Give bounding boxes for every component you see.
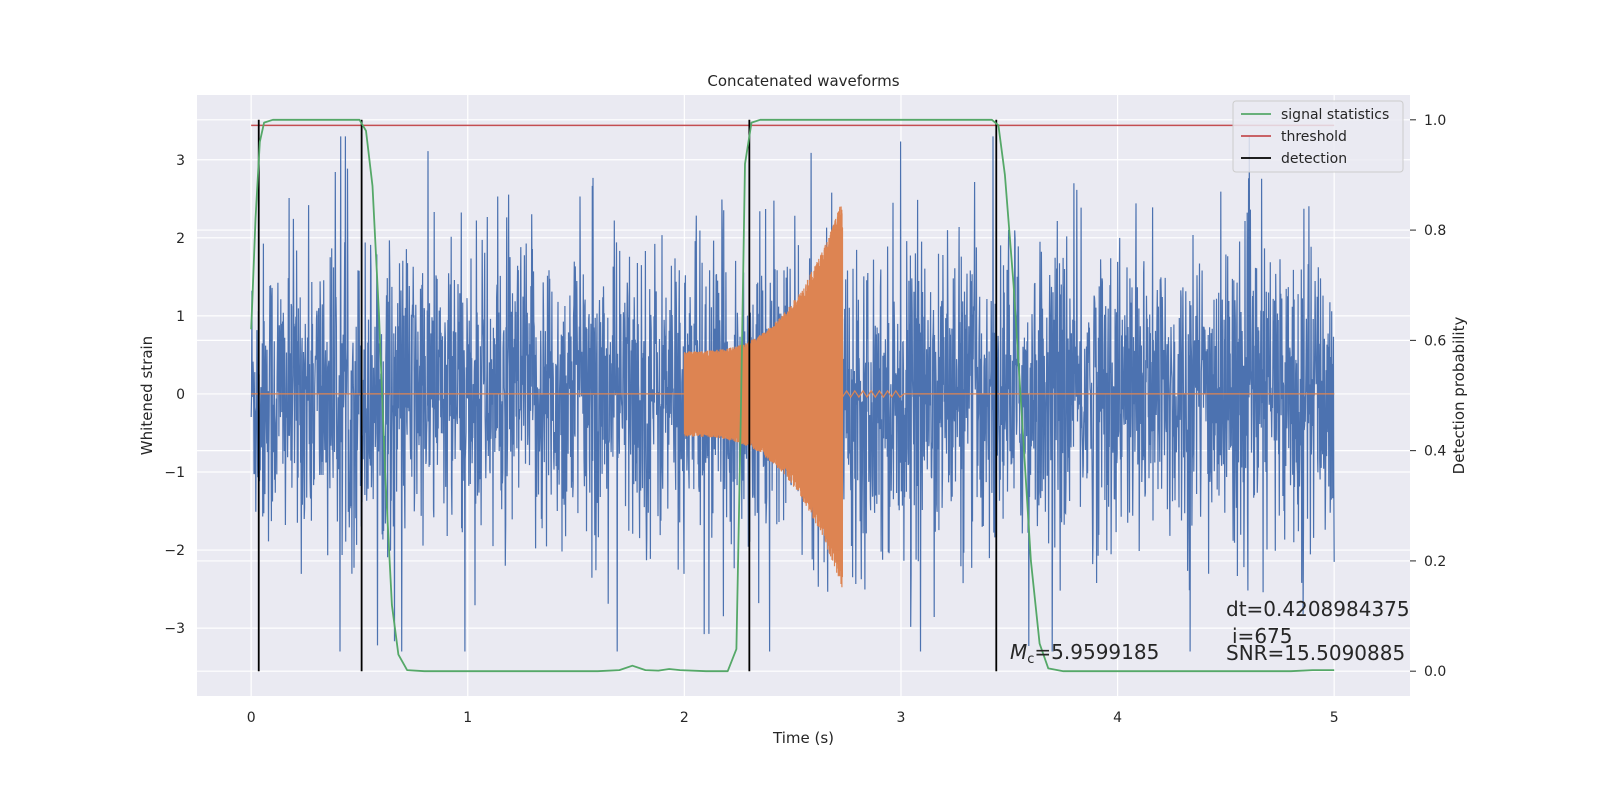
annotation-chirp-mass-value: =5.9599185 <box>1034 640 1159 664</box>
annotation-index: i=675 <box>1232 624 1293 648</box>
annotation-dt: dt=0.4208984375 <box>1226 597 1410 621</box>
plot-series <box>250 118 1335 673</box>
y2-axis-label: Detection probability <box>1450 317 1468 475</box>
x-tick-label: 3 <box>897 710 906 726</box>
y-tick-label: 0 <box>176 387 185 403</box>
annotation-chirp-mass-symbol: M <box>1010 640 1027 664</box>
annotation-chirp-mass-subscript: c <box>1027 652 1034 667</box>
y-axis-label: Whitened strain <box>138 336 156 455</box>
x-axis-label: Time (s) <box>772 729 834 747</box>
annotation-snr: SNR=15.5090885 <box>1226 641 1405 665</box>
y2-tick-label: 0.2 <box>1424 554 1446 570</box>
x-tick-label: 4 <box>1113 710 1122 726</box>
y-tick-label: 2 <box>176 231 185 247</box>
y2-tick-label: 0.6 <box>1424 333 1446 349</box>
x-tick-label: 1 <box>463 710 472 726</box>
chirp-series <box>251 206 1335 588</box>
y-tick-label: −1 <box>164 465 185 481</box>
axes-layer: 0 1 2 3 4 5 −3 −2 −1 0 1 2 3 0.0 0.2 0.4 0.6 0.8 1.0 <box>164 113 1446 726</box>
y-tick-label: −3 <box>164 621 185 637</box>
legend-label-signal-statistics: signal statistics <box>1281 107 1389 123</box>
y-tick-label: 1 <box>176 309 185 325</box>
legend-label-threshold: threshold <box>1281 129 1347 145</box>
y2-tick-label: 0.8 <box>1424 223 1446 239</box>
x-tick-label: 5 <box>1330 710 1339 726</box>
y-tick-label: 3 <box>176 153 185 169</box>
chart-title: Concatenated waveforms <box>707 72 899 90</box>
legend: signal statistics threshold detection <box>1232 100 1404 173</box>
x-tick-label: 2 <box>680 710 689 726</box>
legend-label-detection: detection <box>1281 151 1347 167</box>
x-tick-label: 0 <box>247 710 256 726</box>
legend-box <box>1232 100 1404 173</box>
y2-tick-label: 1.0 <box>1424 113 1446 129</box>
series-layer <box>250 118 1335 673</box>
y-tick-label: −2 <box>164 543 185 559</box>
signal-statistics-series <box>250 118 1335 673</box>
y2-tick-label: 0.4 <box>1424 444 1446 460</box>
y2-tick-label: 0.0 <box>1424 664 1446 680</box>
annotation-chirp-mass: Mc=5.9599185 <box>1010 640 1159 667</box>
